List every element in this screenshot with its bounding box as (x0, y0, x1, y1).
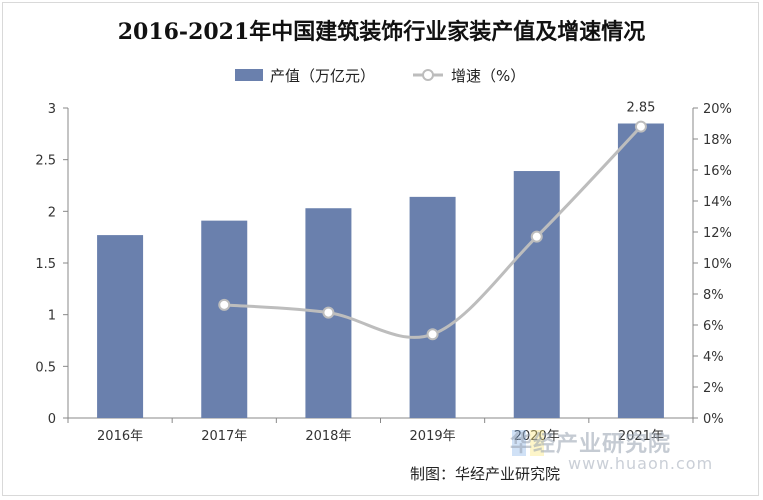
x-tick-label: 2021年 (618, 429, 664, 444)
line-series (218, 120, 647, 341)
y-right-tick-label: 0% (703, 412, 724, 427)
y-right-tick-label: 12% (703, 226, 732, 241)
bar (201, 220, 248, 418)
watermark-block-yellow (530, 430, 544, 456)
y-left-tick-label: 0 (48, 412, 56, 427)
data-label: 2.85 (626, 101, 655, 116)
y-left-tick-label: 3 (48, 102, 56, 117)
y-right-tick-label: 16% (703, 164, 732, 179)
x-tick-label: 2016年 (97, 429, 143, 444)
x-tick-label: 2020年 (514, 429, 560, 444)
bar (97, 235, 144, 418)
legend-bar-swatch (235, 69, 263, 81)
y-left-tick-label: 2 (48, 205, 56, 220)
data-labels: 2.85 (626, 101, 655, 116)
y-left-tick-label: 2.5 (35, 154, 56, 169)
y-left-tick-label: 1 (48, 309, 56, 324)
line-point (322, 306, 335, 319)
y-left-tick-label: 0.5 (35, 360, 56, 375)
line-point (530, 230, 543, 243)
y-left-tick-label: 1.5 (35, 257, 56, 272)
y-right-tick-label: 20% (703, 102, 732, 117)
legend-bar-label: 产值（万亿元） (270, 67, 375, 85)
x-tick-label: 2019年 (410, 429, 456, 444)
y-right-tick-label: 2% (703, 381, 724, 396)
watermark-url: www.huaon.com (568, 454, 714, 473)
growth-line (224, 125, 643, 339)
line-point (218, 298, 231, 311)
x-tick-label: 2017年 (201, 429, 247, 444)
watermark-block-blue (512, 430, 526, 456)
line-point (634, 120, 647, 133)
legend-line-marker (422, 69, 434, 81)
bar-series (97, 123, 664, 418)
y-right-tick-label: 4% (703, 350, 724, 365)
legend: 产值（万亿元） 增速（%） (235, 67, 525, 85)
bar (617, 123, 664, 418)
bar (513, 171, 560, 418)
chart-title: 2016-2021年中国建筑装饰行业家装产值及增速情况 (117, 19, 646, 45)
bar (409, 196, 456, 418)
watermark-text: 华经产业研究院 (510, 432, 672, 457)
line-point (426, 328, 439, 341)
axes: 0 0.5 1 1.5 2 2.5 3 0% 2% 4% 6% 8% 10% 12% 14% 16% 18% 20… (35, 102, 732, 444)
y-right-tick-label: 8% (703, 288, 724, 303)
y-right-tick-label: 18% (703, 133, 732, 148)
source-note: 制图：华经产业研究院 (410, 465, 561, 483)
y-right-tick-label: 14% (703, 195, 732, 210)
y-right-tick-label: 10% (703, 257, 732, 272)
y-right-tick-label: 6% (703, 319, 724, 334)
x-tick-label: 2018年 (305, 429, 351, 444)
legend-line-label: 增速（%） (451, 67, 525, 85)
